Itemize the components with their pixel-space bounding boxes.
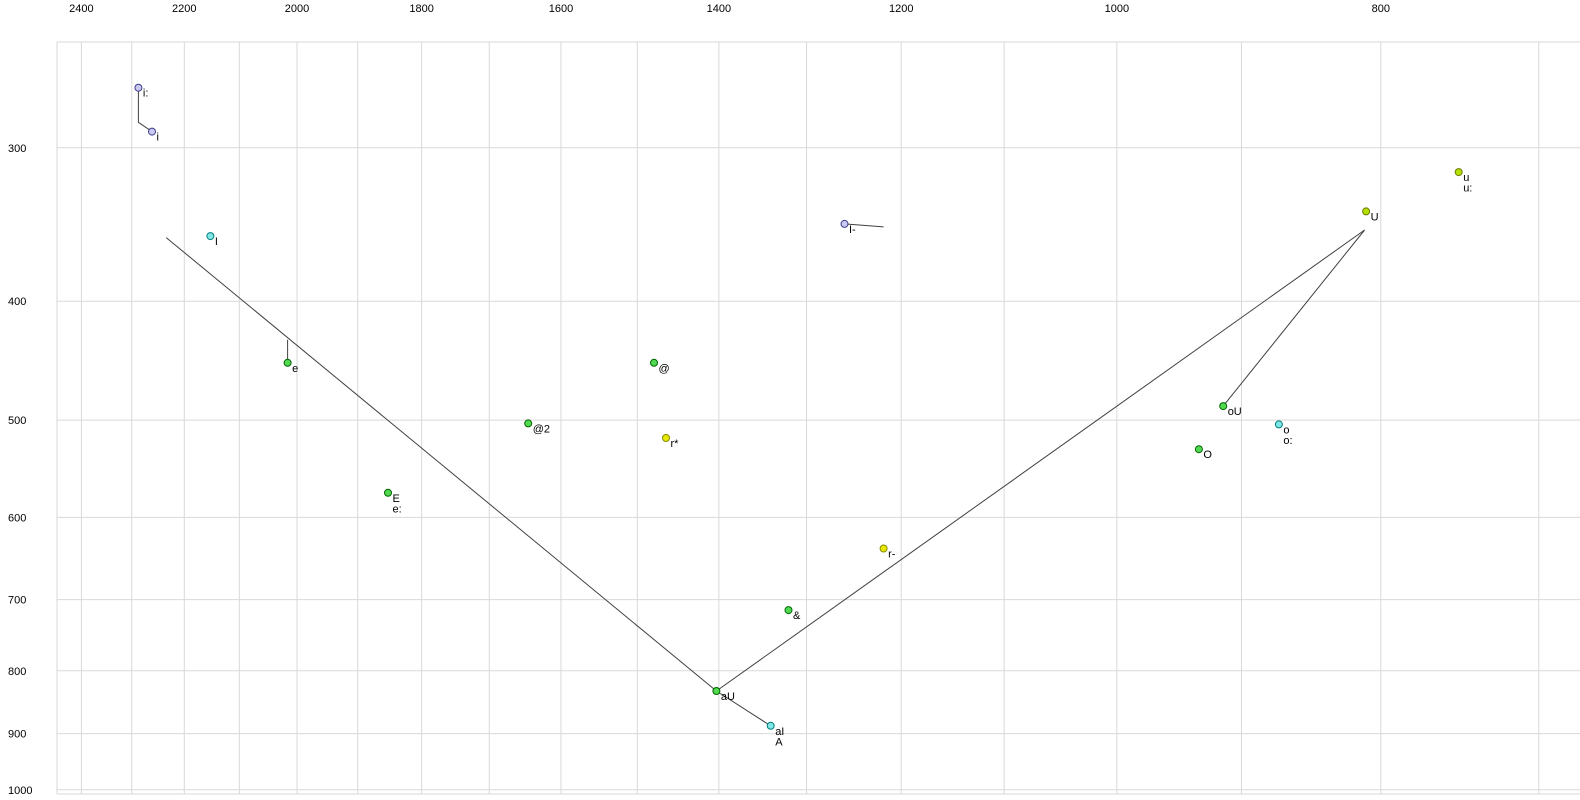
vowel-label: O bbox=[1203, 449, 1212, 461]
vowel-label: E bbox=[393, 493, 400, 505]
y-tick-label: 400 bbox=[8, 296, 26, 308]
vowel-label: U bbox=[1371, 211, 1379, 223]
connector-i-bar-tail bbox=[844, 223, 884, 228]
vowel-label: I bbox=[215, 236, 218, 248]
y-tick-label: 1000 bbox=[8, 785, 32, 797]
grid bbox=[56, 41, 1580, 795]
vowel-point[interactable] bbox=[840, 219, 849, 228]
vowel-label: aI bbox=[775, 726, 784, 738]
vowel-point[interactable] bbox=[134, 83, 143, 92]
y-tick-label: 500 bbox=[8, 415, 26, 427]
vowel-point[interactable] bbox=[384, 488, 392, 497]
vowel-label: i: bbox=[143, 88, 149, 100]
vowel-label: oU bbox=[1228, 406, 1242, 418]
x-tick-label: 2200 bbox=[172, 3, 196, 15]
vowel-points: i: i I I-uu: Ue @ @2 r* oU oo: O Ee: r- & aU aIA bbox=[134, 83, 1472, 748]
vowel-label: r- bbox=[888, 549, 896, 561]
connector-back-diagonal bbox=[716, 229, 1365, 692]
axis-tick-labels: 2400 2200 2000 1800 1600 1400 1200 1000 800 300 40… bbox=[8, 3, 1390, 797]
vowel-label: & bbox=[793, 610, 801, 622]
connector-u-to-oU bbox=[1222, 229, 1365, 407]
vowel-label: o: bbox=[1283, 435, 1292, 447]
x-tick-label: 1000 bbox=[1105, 3, 1129, 15]
x-tick-label: 1200 bbox=[889, 3, 913, 15]
vowel-point[interactable] bbox=[1219, 402, 1228, 411]
vowel-point[interactable] bbox=[662, 434, 670, 442]
x-tick-label: 2400 bbox=[69, 3, 93, 15]
vowel-point[interactable] bbox=[1362, 207, 1371, 216]
vowel-point[interactable] bbox=[1274, 420, 1283, 429]
x-tick-label: 1600 bbox=[549, 3, 573, 15]
x-tick-label: 1800 bbox=[409, 3, 433, 15]
vowel-label: o bbox=[1283, 424, 1289, 436]
connector-lines bbox=[137, 87, 1365, 727]
x-tick-label: 2000 bbox=[285, 3, 309, 15]
vowel-point[interactable] bbox=[1194, 445, 1203, 454]
vowel-point[interactable] bbox=[879, 544, 888, 553]
vowel-point[interactable] bbox=[1454, 168, 1463, 177]
vowel-label: r* bbox=[671, 438, 680, 450]
x-tick-label: 800 bbox=[1372, 3, 1390, 15]
vowel-label: u: bbox=[1463, 183, 1472, 195]
vowel-label: @2 bbox=[533, 423, 550, 435]
x-tick-label: 1400 bbox=[707, 3, 731, 15]
y-tick-label: 900 bbox=[8, 729, 26, 741]
vowel-point[interactable] bbox=[766, 721, 775, 730]
y-tick-label: 800 bbox=[8, 666, 26, 678]
vowel-point[interactable] bbox=[283, 358, 292, 367]
y-tick-label: 600 bbox=[8, 512, 26, 524]
vowel-point[interactable] bbox=[650, 358, 658, 367]
vowel-point[interactable] bbox=[206, 232, 215, 241]
vowel-label: e bbox=[292, 363, 298, 375]
vowel-point[interactable] bbox=[148, 127, 156, 136]
vowel-label: A bbox=[775, 736, 783, 748]
connector-i-long-to-i bbox=[137, 87, 153, 133]
vowel-label: e: bbox=[393, 503, 402, 515]
vowel-label: @ bbox=[659, 363, 670, 375]
vowel-label: aU bbox=[721, 691, 735, 703]
vowel-point[interactable] bbox=[712, 687, 721, 695]
vowel-label: i bbox=[157, 132, 159, 144]
connector-front-diagonal bbox=[165, 237, 717, 692]
connector-aU-to-aI bbox=[716, 690, 771, 727]
vowel-label: I- bbox=[849, 224, 856, 236]
y-tick-label: 300 bbox=[8, 143, 26, 155]
vowel-point[interactable] bbox=[784, 606, 793, 615]
y-tick-label: 700 bbox=[8, 595, 26, 607]
vowel-label: u bbox=[1463, 172, 1469, 184]
vowel-point[interactable] bbox=[524, 419, 533, 428]
